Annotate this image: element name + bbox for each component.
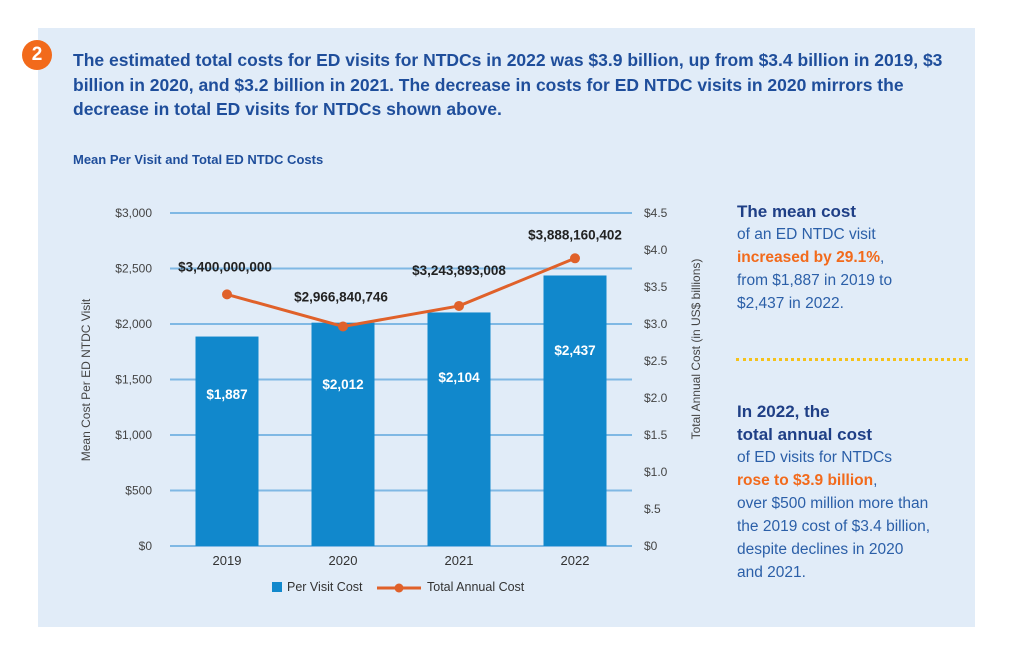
mean-cost-highlight: increased by 29.1% — [737, 249, 881, 266]
y2-tick-label: $0 — [644, 539, 658, 553]
y2-tick-label: $3.5 — [644, 280, 668, 294]
legend-bar-label: Per Visit Cost — [287, 580, 363, 594]
x-tick-label: 2022 — [561, 553, 590, 568]
bar-2021 — [427, 312, 491, 546]
bar-2020 — [311, 322, 375, 546]
bar-value-label: $2,104 — [438, 370, 480, 385]
annual-cost-highlight: rose to $3.9 billion — [737, 472, 874, 489]
y2-tick-label: $.5 — [644, 502, 661, 516]
y2-tick-label: $2.0 — [644, 391, 668, 405]
mean-cost-line2: from $1,887 in 2019 to — [737, 272, 893, 289]
section-number-badge: 2 — [22, 40, 52, 70]
y-tick-label: $2,000 — [115, 317, 152, 331]
y-tick-label: $500 — [125, 484, 152, 498]
y2-tick-label: $4.0 — [644, 243, 668, 257]
annual-cost-title2: total annual cost — [737, 425, 873, 444]
annual-cost-line3: the 2019 cost of $3.4 billion, — [737, 518, 931, 535]
annual-cost-line2: over $500 million more than — [737, 495, 929, 512]
mean-cost-comma: , — [880, 249, 885, 266]
y-tick-label: $3,000 — [115, 206, 152, 220]
mean-cost-line1: of an ED NTDC visit — [737, 226, 876, 243]
y-tick-label: $0 — [139, 539, 153, 553]
bar-2019 — [195, 336, 259, 546]
legend-line-label: Total Annual Cost — [427, 580, 525, 594]
x-tick-label: 2020 — [329, 553, 358, 568]
headline: The estimated total costs for ED visits … — [73, 50, 943, 119]
annual-cost-title1: In 2022, the — [737, 402, 830, 421]
y-axis-title: Mean Cost Per ED NTDC Visit — [79, 298, 93, 461]
annual-cost-line4: despite declines in 2020 — [737, 541, 904, 558]
mean-cost-callout: The mean cost of an ED NTDC visit increa… — [737, 200, 967, 315]
mean-cost-line3: $2,437 in 2022. — [737, 295, 844, 312]
y2-tick-label: $1.5 — [644, 428, 668, 442]
y2-tick-label: $1.0 — [644, 465, 668, 479]
dotted-divider — [736, 358, 968, 361]
total-cost-label: $2,966,840,746 — [294, 289, 388, 304]
annual-cost-line1: of ED visits for NTDCs — [737, 449, 893, 466]
content-panel — [38, 28, 975, 627]
y-tick-label: $1,500 — [115, 373, 152, 387]
annual-cost-callout: In 2022, the total annual cost of ED vis… — [737, 400, 967, 584]
total-cost-label: $3,243,893,008 — [412, 263, 506, 278]
bar-value-label: $1,887 — [206, 387, 247, 402]
total-cost-point — [338, 321, 348, 332]
annual-cost-line5: and 2021. — [737, 564, 806, 581]
x-tick-label: 2021 — [445, 553, 474, 568]
total-cost-point — [570, 253, 580, 264]
total-cost-line — [226, 256, 576, 328]
annual-cost-comma: , — [873, 472, 878, 489]
total-cost-label: $3,888,160,402 — [528, 227, 622, 242]
total-cost-label: $3,400,000,000 — [178, 259, 272, 274]
chart-title: Mean Per Visit and Total ED NTDC Costs — [73, 152, 324, 167]
bar-value-label: $2,012 — [322, 377, 363, 392]
y2-tick-label: $3.0 — [644, 317, 668, 331]
legend-bar-swatch — [272, 582, 282, 592]
bar-value-label: $2,437 — [554, 343, 595, 358]
total-cost-point — [222, 289, 232, 300]
y2-tick-label: $4.5 — [644, 206, 668, 220]
mean-cost-title: The mean cost — [737, 202, 857, 221]
legend-line-marker — [394, 583, 404, 593]
total-cost-point — [454, 300, 464, 311]
y-tick-label: $2,500 — [115, 262, 152, 276]
y-tick-label: $1,000 — [115, 428, 152, 442]
bar-2022 — [543, 275, 607, 546]
x-tick-label: 2019 — [213, 553, 242, 568]
y2-axis-title: Total Annual Cost (in US$ billions) — [689, 259, 703, 440]
y2-tick-label: $2.5 — [644, 354, 668, 368]
